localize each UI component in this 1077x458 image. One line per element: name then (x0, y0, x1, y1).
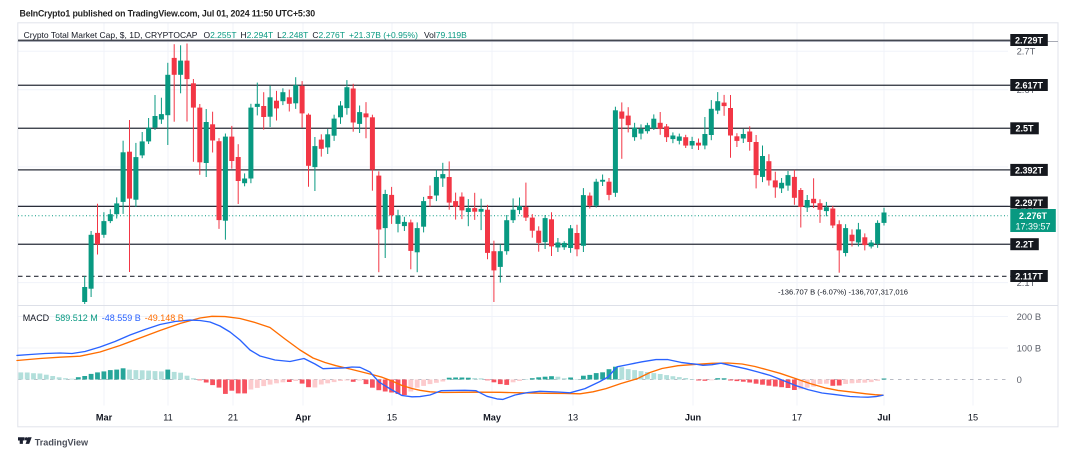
svg-text:2.2T: 2.2T (1016, 240, 1035, 250)
svg-text:Crypto Total Market Cap, $, 1D: Crypto Total Market Cap, $, 1D, CRYPTOCA… (24, 30, 468, 40)
svg-text:2.1T: 2.1T (1017, 277, 1036, 288)
svg-text:2.7T: 2.7T (1017, 46, 1036, 57)
svg-text:2.276T: 2.276T (1019, 211, 1048, 221)
svg-text:17:39:57: 17:39:57 (1015, 222, 1050, 232)
svg-text:Apr: Apr (295, 413, 311, 423)
svg-text:Jul: Jul (877, 413, 890, 423)
svg-text:Jun: Jun (685, 413, 702, 423)
svg-text:15: 15 (387, 413, 397, 423)
svg-text:Mar: Mar (96, 413, 113, 423)
svg-text:0: 0 (1017, 374, 1022, 385)
svg-text:15: 15 (968, 413, 978, 423)
svg-text:21: 21 (228, 413, 238, 423)
svg-text:2.729T: 2.729T (1015, 35, 1044, 45)
svg-text:May: May (483, 413, 502, 423)
svg-text:13: 13 (568, 413, 578, 423)
svg-text:200 B: 200 B (1017, 311, 1042, 322)
svg-text:2.5T: 2.5T (1016, 124, 1035, 134)
svg-text:2.297T: 2.297T (1015, 198, 1044, 208)
svg-text:-136.707 B (-6.07%) -136,707,3: -136.707 B (-6.07%) -136,707,317,016 (778, 288, 908, 297)
svg-text:2.392T: 2.392T (1015, 165, 1044, 175)
svg-text:2.117T: 2.117T (1015, 271, 1043, 281)
svg-text:2.617T: 2.617T (1015, 80, 1044, 90)
svg-text:100 B: 100 B (1017, 343, 1042, 354)
svg-text:BeInCrypto1 published on Tradi: BeInCrypto1 published on TradingView.com… (20, 9, 316, 19)
svg-text:17: 17 (792, 413, 802, 423)
svg-text:11: 11 (163, 413, 173, 423)
svg-text:TradingView: TradingView (35, 437, 89, 447)
